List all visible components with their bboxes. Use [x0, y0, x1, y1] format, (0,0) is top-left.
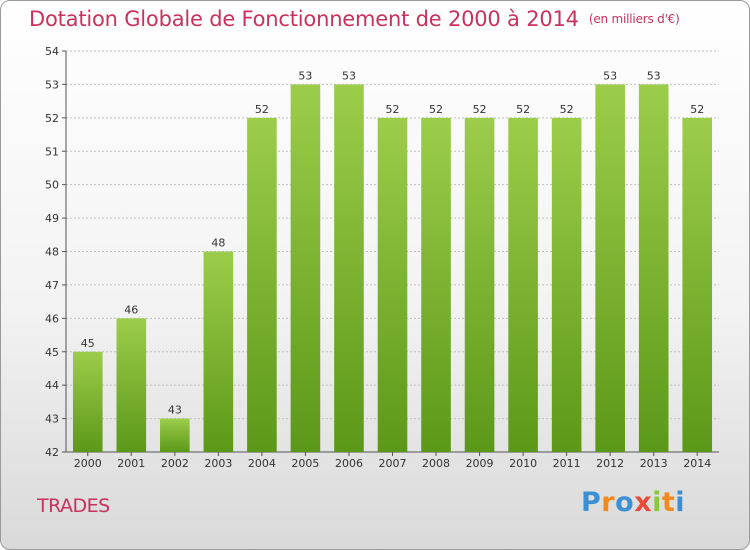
- data-label: 53: [647, 69, 661, 82]
- y-tick-label: 43: [45, 413, 59, 426]
- chart-title-text: Dotation Globale de Fonctionnement de 20…: [29, 7, 579, 31]
- chart-title: Dotation Globale de Fonctionnement de 20…: [29, 7, 680, 31]
- data-label: 52: [560, 103, 574, 116]
- x-tick-label: 2003: [204, 457, 232, 470]
- x-tick-label: 2002: [161, 457, 189, 470]
- x-tick-label: 2000: [74, 457, 102, 470]
- logo-letter: i: [652, 487, 662, 518]
- logo-letter: o: [615, 487, 635, 518]
- y-tick-label: 50: [45, 179, 59, 192]
- x-tick-label: 2012: [596, 457, 624, 470]
- bar: [595, 84, 625, 453]
- y-tick-label: 46: [45, 312, 59, 325]
- data-label: 52: [690, 103, 704, 116]
- y-tick-label: 44: [45, 379, 59, 392]
- x-tick-label: 2006: [335, 457, 363, 470]
- y-tick-label: 42: [45, 446, 59, 459]
- logo-letter: x: [634, 487, 653, 518]
- x-tick-labels: 2000 2001 2002 2003 2004 2005 2006 2007 2008 2009…: [74, 457, 711, 470]
- x-tick-label: 2010: [509, 457, 537, 470]
- logo-letter: t: [661, 487, 676, 518]
- data-label: 52: [429, 103, 443, 116]
- y-tick-labels: 42 43 44 45 46 47 48 49 50 51 52 53 54: [45, 45, 59, 459]
- data-label: 52: [386, 103, 400, 116]
- y-tick-label: 48: [45, 246, 59, 259]
- bar: [160, 418, 190, 452]
- data-label: 52: [255, 103, 269, 116]
- y-tick-label: 51: [45, 145, 59, 158]
- x-tick-label: 2011: [553, 457, 581, 470]
- data-label: 53: [298, 69, 312, 82]
- x-tick-label: 2013: [640, 457, 668, 470]
- commune-name: TRADES: [37, 495, 110, 517]
- logo-letter: P: [581, 487, 602, 518]
- bar: [72, 351, 103, 452]
- x-tick-label: 2007: [379, 457, 407, 470]
- bar: [464, 117, 495, 452]
- y-tick-label: 47: [45, 279, 59, 292]
- x-tick-label: 2009: [466, 457, 494, 470]
- y-tick-label: 52: [45, 112, 59, 125]
- bar: [508, 117, 538, 452]
- data-label: 53: [342, 69, 356, 82]
- data-label: 53: [603, 69, 617, 82]
- x-tick-label: 2001: [117, 457, 145, 470]
- bar: [421, 117, 451, 452]
- bar: [116, 318, 147, 452]
- bar: [682, 117, 713, 452]
- x-tick-label: 2005: [291, 457, 319, 470]
- chart-unit: (en milliers d'€): [588, 12, 680, 26]
- bar: [247, 117, 277, 452]
- data-label: 46: [124, 303, 138, 316]
- x-tick-label: 2014: [683, 457, 711, 470]
- bar: [203, 251, 234, 452]
- data-label: 52: [516, 103, 530, 116]
- y-tick-label: 45: [45, 346, 59, 359]
- bar: [551, 117, 582, 452]
- bar: [377, 117, 408, 452]
- logo-letter: i: [675, 487, 686, 518]
- proxiti-logo[interactable]: Proxiti: [581, 487, 685, 518]
- x-tick-label: 2008: [422, 457, 450, 470]
- y-tick-label: 53: [45, 78, 59, 91]
- data-label: 48: [211, 237, 225, 250]
- bar: [334, 84, 364, 453]
- logo-letter: r: [601, 487, 616, 518]
- y-tick-label: 49: [45, 212, 59, 225]
- data-label: 45: [81, 337, 95, 350]
- bar: [290, 84, 321, 453]
- bars: [72, 84, 713, 453]
- x-tick-label: 2004: [248, 457, 276, 470]
- bar: [638, 84, 669, 453]
- y-tick-label: 54: [45, 45, 59, 58]
- data-label: 43: [168, 404, 182, 417]
- data-label: 52: [473, 103, 487, 116]
- data-labels: 45 46 43 48 52 53 53 52 52 52 52 52 53 53 52: [81, 69, 704, 416]
